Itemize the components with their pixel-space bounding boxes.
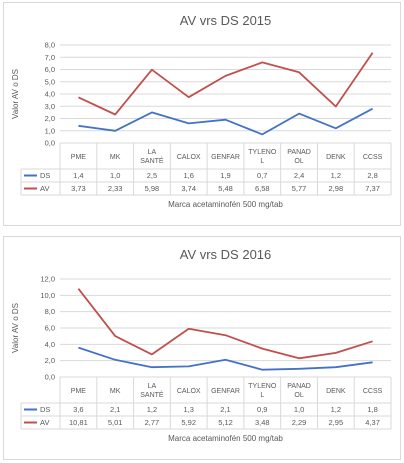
chart-a-data-label: 2,4 — [294, 171, 304, 180]
chart-b-ytick-label: 2,0 — [45, 356, 55, 365]
chart-b-category-label: PME — [71, 388, 87, 395]
chart-b-svg: AV vrs DS 2016 0,0 2,0 4,0 6,0 8,0 10,0 12,0 Val… — [11, 247, 392, 443]
chart-a-series-line-ds — [78, 107, 374, 136]
chart-a-category-label: GENFAR — [211, 154, 240, 161]
chart-a-data-label: 6,58 — [255, 184, 270, 193]
chart-a-series-line-av — [78, 52, 374, 116]
chart-a-category-label: SANTÉ — [140, 156, 164, 165]
chart-a-data-label: 3,73 — [71, 184, 86, 193]
chart-a-data-label: 5,98 — [145, 184, 160, 193]
chart-b-data-label: 4,37 — [365, 418, 380, 427]
chart-a-ytick-label: 5,0 — [45, 77, 55, 86]
chart-b-xlabel: Marca acetaminofén 500 mg/tab — [168, 434, 283, 443]
chart-b-ytick-label: 12,0 — [40, 275, 55, 284]
chart-b-data-label: 5,92 — [181, 418, 196, 427]
chart-a-legend-label: AV — [40, 184, 49, 193]
chart-b-ytick-label: 8,0 — [45, 307, 55, 316]
chart-b-category-label: DENK — [326, 388, 346, 395]
chart-a-data-label: 2,5 — [147, 171, 157, 180]
chart-a-category-label: PME — [71, 154, 87, 161]
chart-a-xlabel: Marca acetaminofén 500 mg/tab — [168, 200, 283, 209]
chart-b-data-label: 10,81 — [69, 418, 88, 427]
chart-b-data-label: 1,0 — [294, 405, 304, 414]
chart-a-category-label: L — [260, 158, 264, 165]
chart-a-data-label: 1,4 — [73, 171, 83, 180]
chart-a-category-label: DENK — [326, 154, 346, 161]
chart-b-ytick-label: 6,0 — [45, 324, 55, 333]
chart-b-data-label: 2,29 — [292, 418, 307, 427]
chart-a-category-label: OL — [294, 158, 303, 165]
chart-b-title: AV vrs DS 2016 — [180, 247, 272, 262]
chart-b-data-label: 0,9 — [257, 405, 267, 414]
chart-b-data-label: 1,2 — [331, 405, 341, 414]
chart-a-data-label: 5,48 — [218, 184, 233, 193]
chart-a-ytick-label: 7,0 — [45, 53, 55, 62]
chart-b-category-label: PANAD — [287, 383, 311, 390]
chart-a-ytick-label: 4,0 — [45, 90, 55, 99]
chart-b-ylabel: Valor AV o DS — [11, 303, 20, 353]
chart-b-data-label: 2,1 — [110, 405, 120, 414]
chart-a-ytick-label: 6,0 — [45, 65, 55, 74]
chart-b-series-line-av — [77, 288, 373, 360]
chart-a-data-label: 5,77 — [292, 184, 307, 193]
chart-b-legend-label: AV — [40, 418, 49, 427]
chart-b-data-label: 5,12 — [218, 418, 233, 427]
chart-a-data-label: 2,98 — [329, 184, 344, 193]
chart-b-legend-label: DS — [40, 405, 50, 414]
chart-a-data-label: 1,2 — [331, 171, 341, 180]
chart-a-data-label: 1,9 — [220, 171, 230, 180]
chart-a-ytick-label: 2,0 — [45, 114, 55, 123]
chart-b-category-label: TYLENO — [248, 383, 277, 390]
chart-b-category-label: MK — [110, 388, 121, 395]
chart-a-ytick-label: 3,0 — [45, 102, 55, 111]
chart-b-category-label: GENFAR — [211, 388, 240, 395]
chart-a-data-label: 1,6 — [184, 171, 194, 180]
chart-a-legend-label: DS — [40, 171, 50, 180]
chart-a-category-label: CALOX — [177, 154, 201, 161]
chart-a-ylabel: Valor AV o DS — [11, 69, 20, 119]
chart-a-category-label: TYLENO — [248, 149, 277, 156]
chart-b-data-label: 2,1 — [220, 405, 230, 414]
chart-b-category-label: CALOX — [177, 388, 201, 395]
chart-b-category-label: L — [260, 392, 264, 399]
chart-a-data-label: 3,74 — [181, 184, 196, 193]
chart-b-data-label: 1,2 — [147, 405, 157, 414]
chart-b-data-label: 3,6 — [73, 405, 83, 414]
chart-b-data-label: 1,8 — [367, 405, 377, 414]
chart-a-data-label: 2,33 — [108, 184, 123, 193]
chart-a-category-label: MK — [110, 154, 121, 161]
chart-a-ytick-label: 8,0 — [45, 41, 55, 50]
chart-b-data-label: 3,48 — [255, 418, 270, 427]
chart-a-ytick-label: 0,0 — [45, 139, 55, 148]
chart-a-title: AV vrs DS 2015 — [180, 13, 272, 28]
chart-b-data-label: 2,95 — [329, 418, 344, 427]
chart-b-data-label: 1,3 — [184, 405, 194, 414]
chart-b-category-label: SANTÉ — [140, 390, 164, 399]
chart-b-series-line-ds — [78, 346, 373, 371]
chart-a: AV vrs DS 2015 0,0 1,0 2,0 3,0 4,0 5,0 6,0 7,0 8,… — [3, 2, 401, 226]
chart-b-data-label: 2,77 — [145, 418, 160, 427]
chart-a-data-label: 2,8 — [367, 171, 377, 180]
chart-a-category-label: CCSS — [363, 154, 383, 161]
chart-a-ytick-label: 1,0 — [45, 126, 55, 135]
chart-a-data-label: 1,0 — [110, 171, 120, 180]
chart-a-svg: AV vrs DS 2015 0,0 1,0 2,0 3,0 4,0 5,0 6,0 7,0 8,… — [11, 13, 392, 209]
chart-a-data-label: 7,37 — [365, 184, 380, 193]
chart-b-category-label: OL — [294, 392, 303, 399]
chart-b-category-label: CCSS — [363, 388, 383, 395]
chart-b-ytick-label: 4,0 — [45, 340, 55, 349]
chart-b-ytick-label: 10,0 — [40, 291, 55, 300]
chart-b-category-label: LA — [148, 383, 157, 390]
chart-a-data-label: 0,7 — [257, 171, 267, 180]
chart-b-ytick-label: 0,0 — [45, 373, 55, 382]
chart-b: AV vrs DS 2016 0,0 2,0 4,0 6,0 8,0 10,0 12,0 Val… — [3, 236, 401, 460]
chart-a-category-label: LA — [148, 149, 157, 156]
chart-a-category-label: PANAD — [287, 149, 311, 156]
chart-b-data-label: 5,01 — [108, 418, 123, 427]
